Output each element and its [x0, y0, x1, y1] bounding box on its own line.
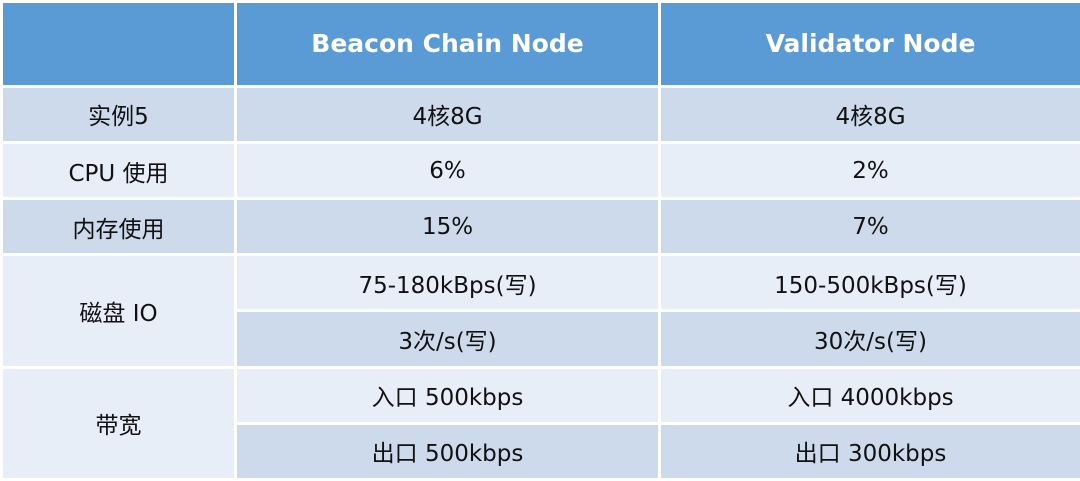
table-row: 出口 500kbps 出口 300kbps: [3, 424, 1080, 478]
cell-beacon-memory: 15%: [237, 200, 658, 254]
cell-validator-disk-throughput: 150-500kBps(写): [661, 256, 1080, 310]
row-label-memory: 内存使用: [3, 200, 234, 254]
table-row: 磁盘 IO 75-180kBps(写) 150-500kBps(写): [3, 256, 1080, 366]
row-label-cpu: CPU 使用: [3, 143, 234, 198]
header-beacon-chain-node: Beacon Chain Node: [237, 3, 658, 85]
cell-validator-instance: 4核8G: [661, 87, 1080, 141]
cell-beacon-disk-throughput: 75-180kBps(写): [237, 256, 658, 310]
table-row: CPU 使用 6% 2%: [3, 143, 1080, 198]
header-row: Beacon Chain Node Validator Node: [3, 3, 1080, 85]
cell-validator-egress: 出口 300kbps: [661, 424, 1080, 478]
table-row: 3次/s(写) 30次/s(写): [3, 312, 1080, 366]
cell-validator-disk-ops: 30次/s(写): [661, 312, 1080, 366]
table-row: 实例5 4核8G 4核8G: [3, 87, 1080, 141]
cell-validator-memory: 7%: [661, 200, 1080, 254]
row-label-bandwidth: 带宽: [3, 368, 234, 478]
table-row: 内存使用 15% 7%: [3, 200, 1080, 254]
header-validator-node: Validator Node: [661, 3, 1080, 85]
cell-beacon-egress: 出口 500kbps: [237, 424, 658, 478]
cell-beacon-instance: 4核8G: [237, 87, 658, 141]
header-corner-cell: [3, 3, 234, 85]
row-label-instance: 实例5: [3, 87, 234, 141]
table-row: 带宽 入口 500kbps 入口 4000kbps: [3, 368, 1080, 478]
cell-beacon-cpu: 6%: [237, 143, 658, 198]
cell-validator-cpu: 2%: [661, 143, 1080, 198]
cell-validator-ingress: 入口 4000kbps: [661, 368, 1080, 422]
row-label-disk-io: 磁盘 IO: [3, 256, 234, 366]
cell-beacon-disk-ops: 3次/s(写): [237, 312, 658, 366]
cell-beacon-ingress: 入口 500kbps: [237, 368, 658, 422]
